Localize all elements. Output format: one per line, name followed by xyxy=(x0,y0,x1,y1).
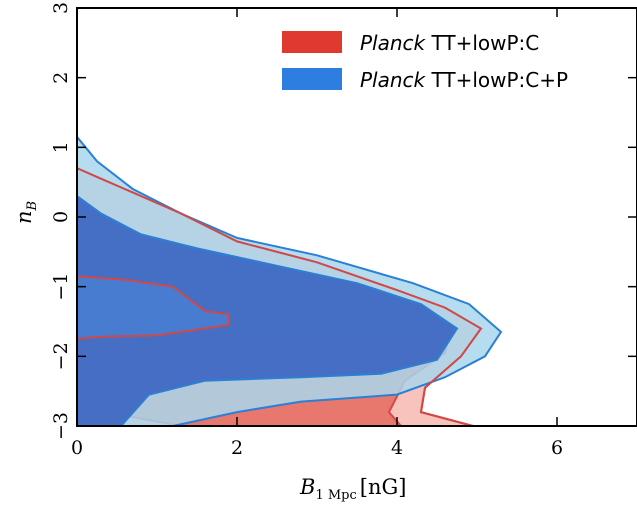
x-axis-label: B1 Mpc [nG] xyxy=(299,475,406,503)
legend-swatch-red xyxy=(282,31,342,53)
y-tick-label: −2 xyxy=(50,342,72,370)
x-tick-label: 2 xyxy=(231,437,243,459)
y-tick-label: 1 xyxy=(50,141,72,153)
x-tick-label: 0 xyxy=(71,437,83,459)
contour-regions xyxy=(77,135,503,426)
legend: Planck TT+lowP:C Planck TT+lowP:C+P xyxy=(282,31,568,92)
y-axis-label: nB xyxy=(12,201,40,224)
x-tick-label: 6 xyxy=(551,437,563,459)
y-tick-label: 0 xyxy=(50,211,72,223)
y-tick-label: −3 xyxy=(50,412,72,440)
legend-label-blue: Planck TT+lowP:C+P xyxy=(360,68,568,92)
y-tick-label: −1 xyxy=(50,273,72,301)
y-tick-label: 3 xyxy=(50,2,72,14)
legend-label-red: Planck TT+lowP:C xyxy=(360,31,539,55)
axis-ticks xyxy=(76,7,637,427)
red-68-upper-outline xyxy=(77,275,230,340)
blue-68-region xyxy=(77,194,459,426)
red-95-outline xyxy=(77,167,483,426)
y-tick-label: 2 xyxy=(50,72,72,84)
legend-swatch-blue xyxy=(282,68,342,90)
tick-labels: 0 2 4 6 −3 −2 −1 0 1 2 3 xyxy=(50,2,563,459)
x-tick-label: 4 xyxy=(391,437,403,459)
